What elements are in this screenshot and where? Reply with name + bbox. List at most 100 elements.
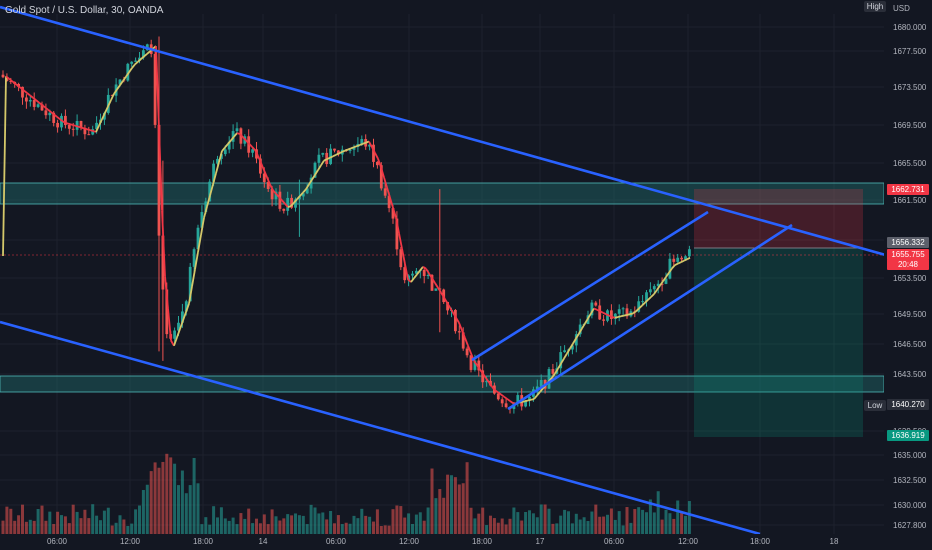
moving-average-line xyxy=(242,136,247,142)
y-tick-label: 1653.500 xyxy=(893,274,927,283)
candle-body xyxy=(477,360,481,371)
moving-average-line xyxy=(263,169,268,178)
candle-body xyxy=(216,158,219,164)
moving-average-line xyxy=(335,152,340,156)
volume-bar xyxy=(180,470,184,534)
price-badge-label: 1655.755 xyxy=(891,250,925,259)
candle-body xyxy=(251,149,254,153)
volume-bar xyxy=(375,509,379,534)
moving-average-line xyxy=(608,314,613,318)
moving-average-line xyxy=(401,248,406,265)
volume-bar xyxy=(453,477,457,534)
moving-average-line xyxy=(107,99,112,107)
y-tick-label: 1646.500 xyxy=(893,340,927,349)
candle-body xyxy=(181,311,184,323)
volume-bar xyxy=(333,523,336,534)
volume-bar xyxy=(301,515,305,534)
x-tick-label: 18:00 xyxy=(750,537,771,546)
moving-average-line xyxy=(641,302,646,307)
moving-average-line xyxy=(143,53,148,58)
candle-body xyxy=(286,197,290,211)
moving-average-line xyxy=(614,316,619,319)
volume-bar xyxy=(227,520,231,534)
candle-body xyxy=(434,288,438,291)
moving-average-line xyxy=(431,277,436,284)
moving-average-line xyxy=(611,316,616,319)
volume-bar xyxy=(516,512,520,534)
moving-average-line xyxy=(593,307,598,311)
y-tick-label: 1680.000 xyxy=(893,23,927,32)
volume-bar xyxy=(442,497,446,534)
moving-average-line xyxy=(410,277,415,283)
moving-average-line xyxy=(176,328,181,338)
candle-body xyxy=(688,249,691,257)
moving-average-line xyxy=(329,155,334,159)
volume-bar xyxy=(684,515,687,534)
candle-body xyxy=(278,191,282,209)
moving-average-line xyxy=(647,296,652,301)
volume-bar xyxy=(543,504,547,534)
volume-bar xyxy=(99,520,102,534)
volume-bar xyxy=(438,489,442,534)
candle-body xyxy=(266,182,270,189)
trend-line xyxy=(471,210,709,362)
volume-bar xyxy=(687,501,691,534)
volume-bar xyxy=(165,453,169,534)
volume-bar xyxy=(188,485,192,534)
moving-average-line xyxy=(482,373,487,379)
volume-bar xyxy=(422,520,426,534)
candle-body xyxy=(372,144,375,162)
volume-bar xyxy=(36,508,40,534)
candle-body xyxy=(403,267,407,281)
volume-bar xyxy=(297,515,301,534)
candle-body xyxy=(32,100,36,107)
volume-bar xyxy=(313,507,317,534)
moving-average-line xyxy=(47,108,52,113)
candle-body xyxy=(270,188,274,200)
moving-average-line xyxy=(134,61,139,65)
moving-average-line xyxy=(356,144,361,147)
volume-bar xyxy=(551,523,555,534)
volume-bar xyxy=(656,491,660,534)
moving-average-line xyxy=(95,125,100,133)
moving-average-line xyxy=(5,75,10,80)
moving-average-line xyxy=(596,309,601,313)
volume-bar xyxy=(71,504,75,534)
moving-average-line xyxy=(509,400,514,404)
volume-bar xyxy=(294,513,297,534)
candle-body xyxy=(48,112,52,116)
volume-bar xyxy=(586,520,590,534)
candle-body xyxy=(551,369,555,374)
candle-body xyxy=(227,141,231,150)
volume-bar xyxy=(153,462,157,534)
candle-body xyxy=(329,148,332,165)
volume-bar xyxy=(434,498,438,534)
candle-body xyxy=(559,352,563,369)
moving-average-line xyxy=(248,142,253,148)
moving-average-line xyxy=(563,353,568,359)
moving-average-line xyxy=(371,146,376,154)
candle-body xyxy=(40,104,44,111)
x-tick-label: 06:00 xyxy=(47,537,68,546)
volume-bar xyxy=(613,519,617,534)
moving-average-line xyxy=(425,268,430,274)
moving-average-line xyxy=(362,141,367,145)
candle-body xyxy=(118,79,122,85)
volume-bar xyxy=(403,517,407,534)
moving-average-line xyxy=(539,387,544,393)
moving-average-line xyxy=(422,266,427,270)
moving-average-line xyxy=(395,217,400,234)
moving-average-line xyxy=(536,391,541,397)
candle-body xyxy=(173,330,176,339)
moving-average-line xyxy=(632,310,637,315)
moving-average-line xyxy=(32,97,37,101)
moving-average-line xyxy=(587,312,592,319)
moving-average-line xyxy=(320,160,325,166)
candle-body xyxy=(660,283,664,285)
moving-average-line xyxy=(230,136,235,141)
moving-average-line xyxy=(71,123,76,127)
moving-average-line xyxy=(389,197,394,208)
moving-average-line xyxy=(206,195,211,207)
price-badge xyxy=(887,237,929,248)
